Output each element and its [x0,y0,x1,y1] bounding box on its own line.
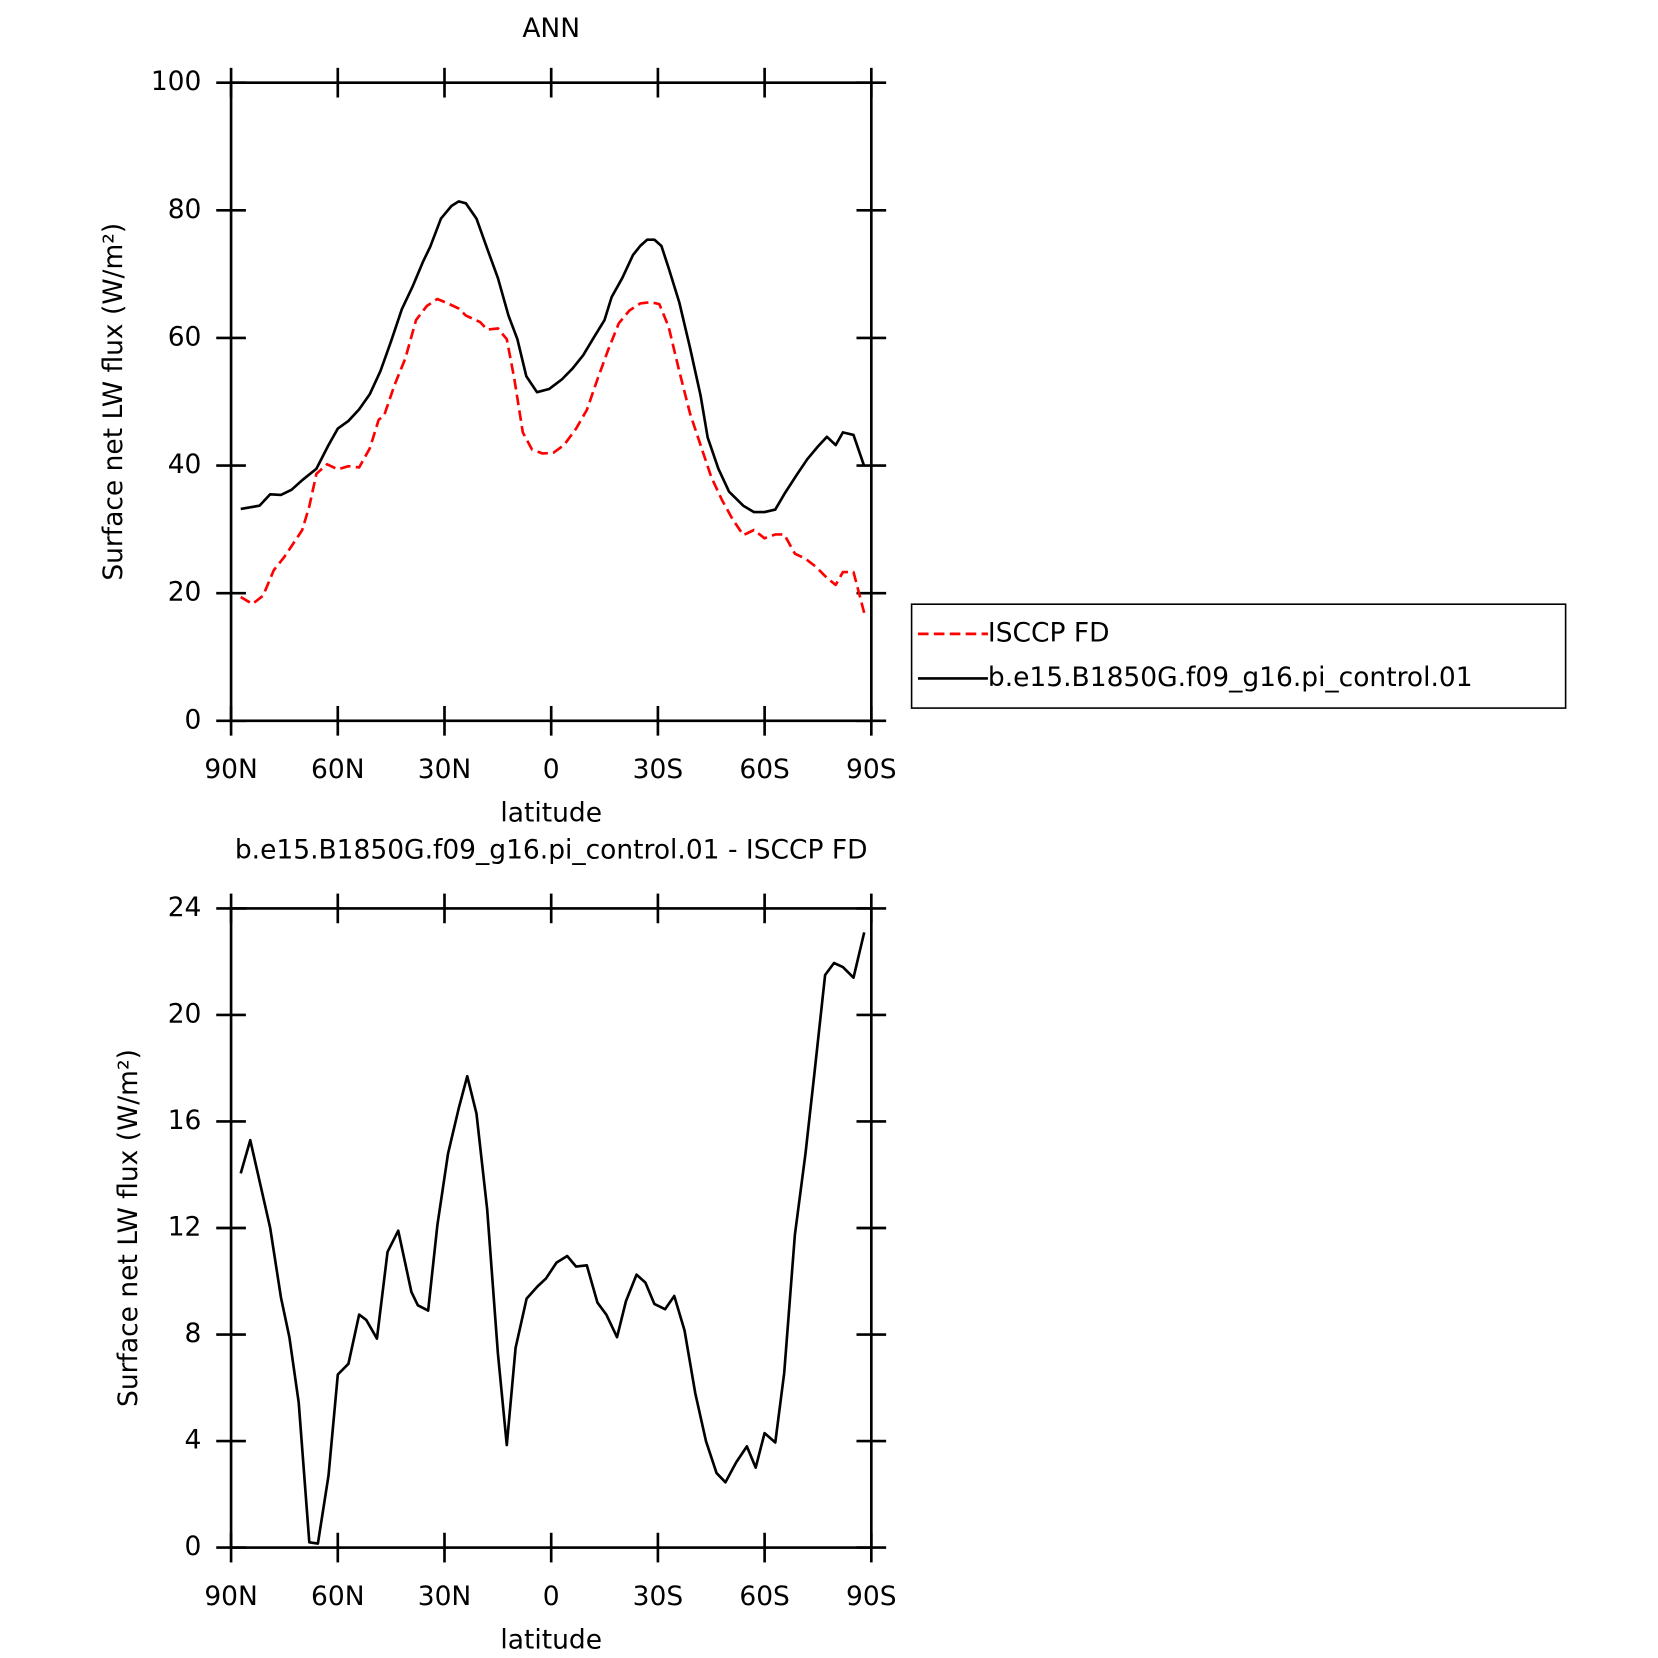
legend-label: b.e15.B1850G.f09_g16.pi_control.01 [988,662,1473,693]
x-tick-label: 90N [204,754,258,785]
data-line [240,200,866,514]
x-tick-label: 60N [311,754,365,785]
y-tick-label: 4 [185,1425,202,1456]
x-tick-label: 30N [418,754,472,785]
y-tick-label: 16 [168,1105,202,1136]
y-tick-label: 80 [168,194,202,225]
x-tick-label: 90S [846,1581,897,1612]
x-tick-label: 60S [739,1581,790,1612]
x-axis-label: latitude [500,798,602,829]
y-tick-label: 60 [168,321,202,352]
y-tick-label: 12 [168,1212,202,1243]
y-tick-label: 0 [185,1531,202,1562]
x-tick-label: 30N [418,1581,472,1612]
plot-frame [229,81,873,723]
chart-title: b.e15.B1850G.f09_g16.pi_control.01 - ISC… [235,835,868,866]
x-tick-label: 60S [739,754,790,785]
x-axis-label: latitude [500,1624,602,1655]
data-line [240,297,866,614]
x-tick-label: 90N [204,1581,258,1612]
y-tick-label: 40 [168,449,202,480]
x-tick-label: 30S [633,1581,684,1612]
y-tick-label: 100 [151,66,202,97]
x-tick-label: 30S [633,754,684,785]
x-tick-label: 60N [311,1581,365,1612]
x-tick-label: 0 [543,754,560,785]
legend-box [910,603,1567,709]
chart-title: ANN [522,13,580,44]
x-tick-label: 90S [846,754,897,785]
x-tick-label: 0 [543,1581,560,1612]
y-tick-label: 20 [168,577,202,608]
plot-frame [229,907,873,1549]
data-line [239,932,866,1545]
y-tick-label: 8 [185,1318,202,1349]
y-axis-label: Surface net LW flux (W/m²) [113,1049,144,1407]
y-axis-label: Surface net LW flux (W/m²) [98,223,129,581]
y-tick-label: 24 [168,892,202,923]
y-tick-label: 0 [185,704,202,735]
legend-label: ISCCP FD [988,617,1110,648]
y-tick-label: 20 [168,998,202,1029]
